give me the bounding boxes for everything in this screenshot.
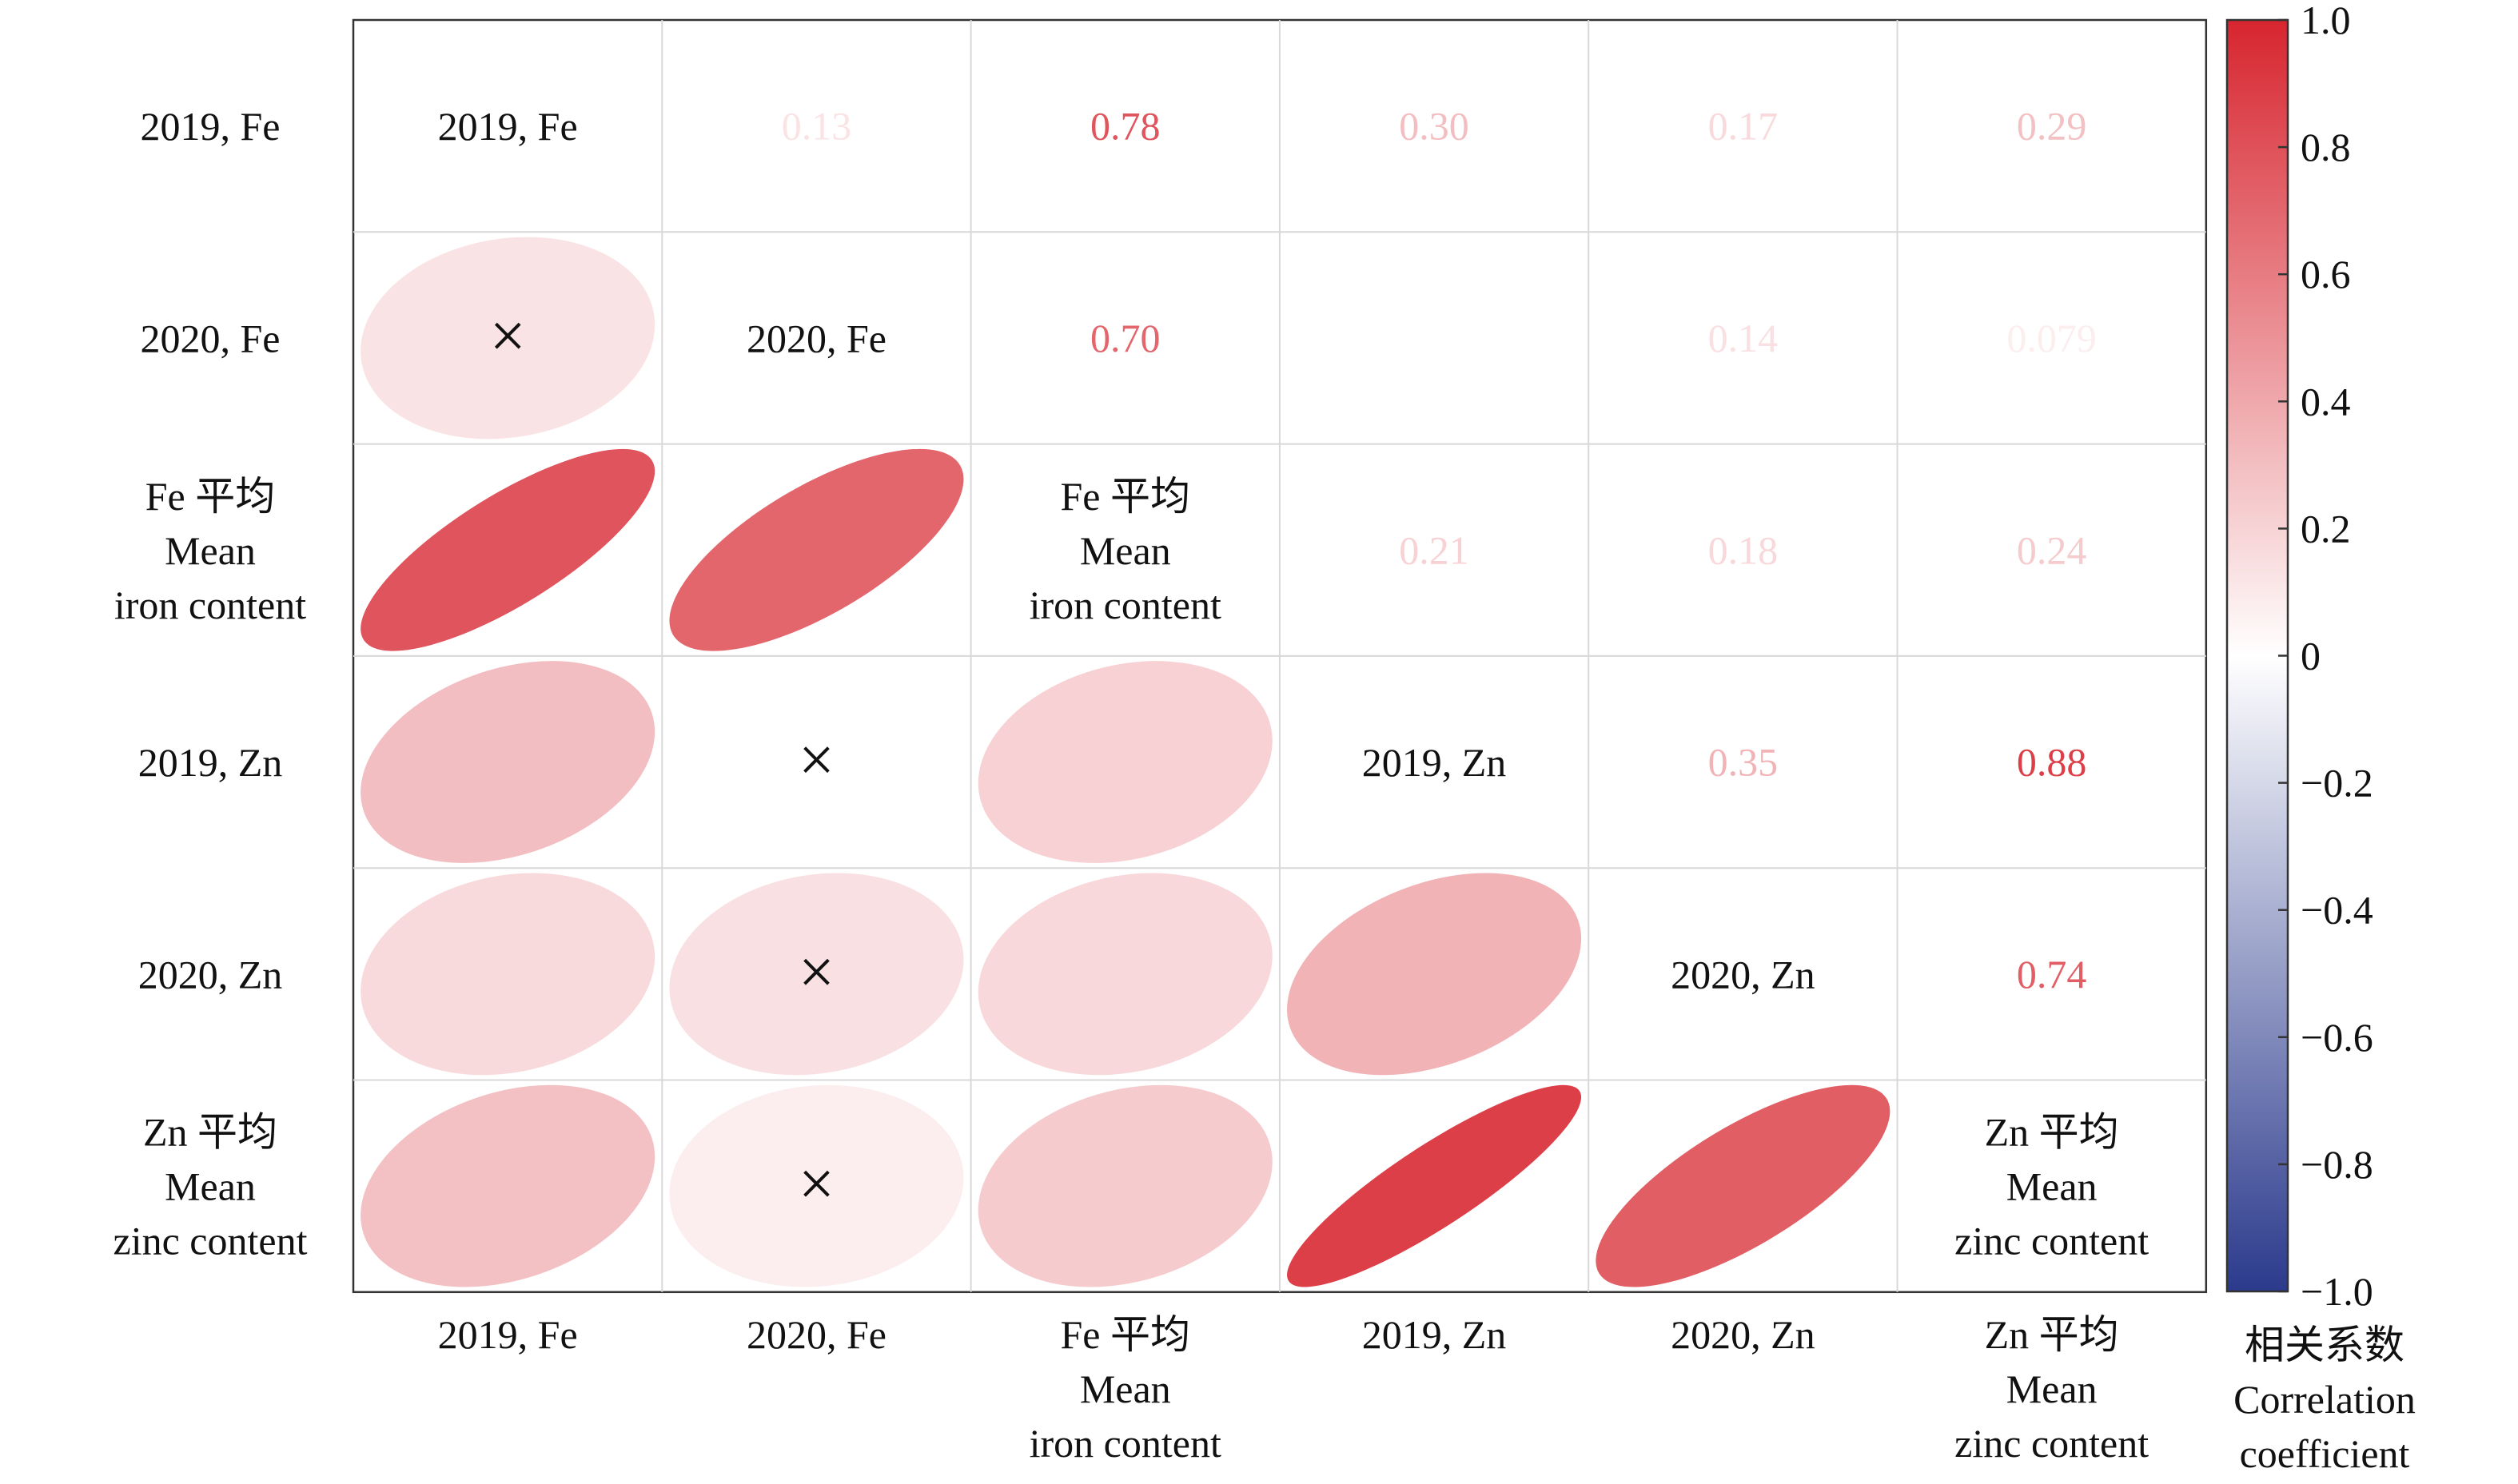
column-label-zn-mean-zinc-content: Zn 平均 Mean zinc content xyxy=(1954,1312,2149,1466)
correlation-ellipse-group xyxy=(978,661,1273,863)
correlation-ellipse-r1-c0 xyxy=(361,237,655,440)
correlation-ellipse-group xyxy=(361,448,655,651)
colorbar-tick-label: −1.0 xyxy=(2301,1269,2373,1314)
diagonal-label-2019-fe: 2019, Fe xyxy=(438,104,578,149)
row-label-2019-zn: 2019, Zn xyxy=(138,740,283,785)
row-label-2019-fe: 2019, Fe xyxy=(141,104,281,149)
coefficient-label: 0.24 xyxy=(2017,527,2087,572)
coefficient-label: 0.079 xyxy=(2006,316,2097,360)
correlation-ellipse-group xyxy=(361,1084,655,1287)
correlation-ellipse-r4-c2 xyxy=(978,873,1273,1076)
row-label-2020-fe: 2020, Fe xyxy=(141,316,281,360)
colorbar-tick-label: 0.6 xyxy=(2301,252,2351,296)
correlation-ellipse-r4-c1 xyxy=(669,873,964,1076)
correlation-ellipse-group xyxy=(361,873,655,1076)
correlation-ellipse-group xyxy=(978,873,1273,1076)
not-significant-marker: × xyxy=(490,301,526,372)
coefficient-label: 0.18 xyxy=(1708,527,1779,572)
diagonal-label-fe-mean-iron-content: Fe 平均 Mean iron content xyxy=(1030,474,1221,627)
column-label-2020-fe: 2020, Fe xyxy=(747,1312,886,1357)
correlation-ellipse-r5-c4 xyxy=(1596,1084,1890,1287)
correlation-ellipse-group xyxy=(669,448,964,651)
colorbar-tick-label: 1.0 xyxy=(2301,0,2351,42)
diagonal-label-2020-zn: 2020, Zn xyxy=(1671,952,1815,997)
correlation-ellipse-r3-c0 xyxy=(361,661,655,863)
coefficient-label: 0.17 xyxy=(1708,104,1779,149)
colorbar-tick-label: 0.2 xyxy=(2301,506,2351,551)
correlation-ellipse-r2-c1 xyxy=(669,448,964,651)
row-label-2020-zn: 2020, Zn xyxy=(138,952,283,997)
coefficient-label: 0.13 xyxy=(782,104,852,149)
colorbar-tick-label: −0.4 xyxy=(2301,888,2373,933)
column-label-fe-mean-iron-content: Fe 平均 Mean iron content xyxy=(1030,1312,1221,1466)
column-label-2020-zn: 2020, Zn xyxy=(1671,1312,1815,1357)
correlation-ellipse-r5-c0 xyxy=(361,1084,655,1287)
colorbar-tick-label: −0.8 xyxy=(2301,1142,2373,1187)
colorbar-tick-label: 0.8 xyxy=(2301,125,2351,169)
correlation-ellipse-group xyxy=(978,1084,1273,1287)
correlation-ellipse-group xyxy=(669,873,964,1076)
correlation-ellipse-r4-c0 xyxy=(361,873,655,1076)
colorbar-title: 相关系数 Correlation coefficient xyxy=(2233,1323,2416,1476)
colorbar-tick-label: −0.2 xyxy=(2301,761,2373,806)
coefficient-label: 0.14 xyxy=(1708,316,1779,360)
not-significant-marker: × xyxy=(799,937,835,1008)
diagonal-label-2020-fe: 2020, Fe xyxy=(747,316,886,360)
correlation-ellipse-r5-c1 xyxy=(669,1084,964,1287)
coefficient-label: 0.78 xyxy=(1090,104,1161,149)
column-label-2019-fe: 2019, Fe xyxy=(438,1312,578,1357)
correlation-ellipse-r2-c0 xyxy=(361,448,655,651)
correlation-ellipse-group xyxy=(1287,873,1582,1076)
column-label-2019-zn: 2019, Zn xyxy=(1362,1312,1507,1357)
row-label-fe-mean-iron-content: Fe 平均 Mean iron content xyxy=(114,474,306,627)
colorbar-tick-label: 0 xyxy=(2301,634,2321,678)
correlation-ellipse-group xyxy=(361,237,655,440)
coefficient-label: 0.29 xyxy=(2017,104,2087,149)
correlation-ellipse-group xyxy=(1287,1084,1582,1287)
correlation-ellipse-r5-c3 xyxy=(1287,1084,1582,1287)
coefficient-label: 0.35 xyxy=(1708,740,1779,785)
colorbar-tick-label: −0.6 xyxy=(2301,1015,2373,1060)
correlation-ellipse-r3-c2 xyxy=(978,661,1273,863)
correlation-ellipse-group xyxy=(361,661,655,863)
not-significant-marker: × xyxy=(799,726,835,796)
correlation-ellipse-r4-c3 xyxy=(1287,873,1582,1076)
coefficient-label: 0.74 xyxy=(2017,952,2087,997)
row-label-zn-mean-zinc-content: Zn 平均 Mean zinc content xyxy=(114,1110,308,1263)
diagonal-label-2019-zn: 2019, Zn xyxy=(1362,740,1507,785)
coefficient-label: 0.30 xyxy=(1399,104,1469,149)
colorbar-tick-label: 0.4 xyxy=(2301,379,2351,424)
coefficient-label: 0.70 xyxy=(1090,316,1161,360)
correlation-ellipse-r5-c2 xyxy=(978,1084,1273,1287)
colorbar xyxy=(2225,18,2289,1293)
correlation-ellipse-group xyxy=(669,1084,964,1287)
correlation-ellipse-group xyxy=(1596,1084,1890,1287)
coefficient-label: 0.21 xyxy=(1399,527,1469,572)
coefficient-label: 0.88 xyxy=(2017,740,2087,785)
diagonal-label-zn-mean-zinc-content: Zn 平均 Mean zinc content xyxy=(1954,1110,2149,1263)
not-significant-marker: × xyxy=(799,1149,835,1219)
